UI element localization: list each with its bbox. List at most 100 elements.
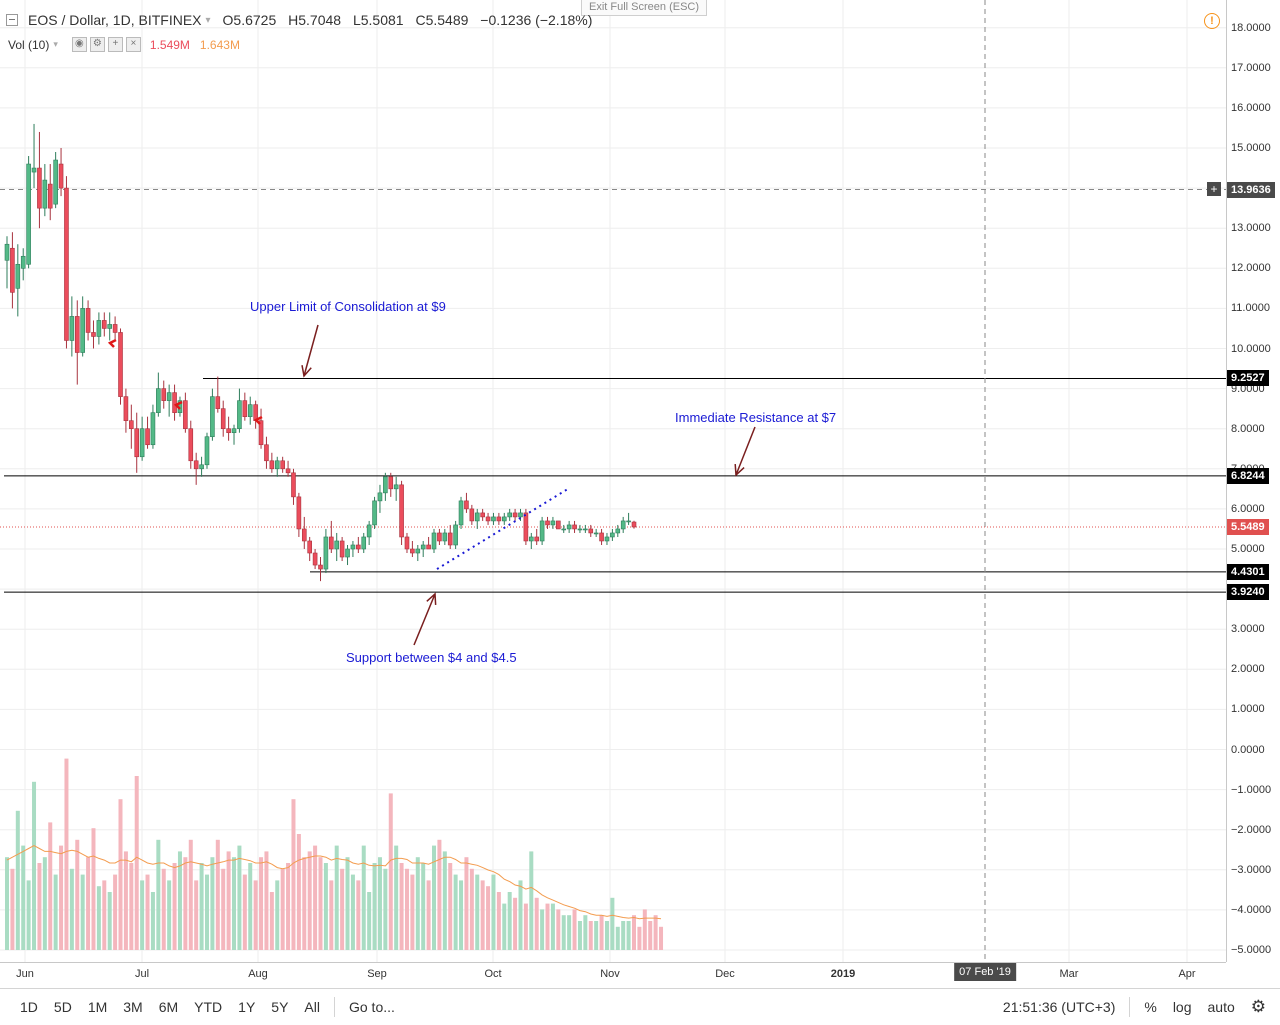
symbol-menu-icon[interactable]: ▾ bbox=[205, 14, 211, 26]
volume-bar bbox=[540, 909, 545, 950]
candle-body bbox=[264, 444, 269, 462]
volume-value-2: 1.643M bbox=[199, 37, 240, 52]
volume-bar bbox=[199, 863, 204, 950]
price-chart[interactable] bbox=[0, 0, 1226, 962]
volume-bar bbox=[491, 874, 496, 950]
candle-body bbox=[183, 400, 188, 430]
volume-bar bbox=[172, 863, 177, 950]
volume-bar bbox=[37, 863, 42, 950]
time-tick-label: Jun bbox=[16, 968, 34, 980]
candle-body bbox=[47, 183, 53, 209]
candle-body bbox=[280, 460, 285, 470]
volume-bar bbox=[594, 921, 599, 950]
candle-body bbox=[383, 476, 388, 494]
volume-bar bbox=[123, 851, 128, 950]
ohlc-values: O5.6725 H5.7048 L5.5081 C5.5489 −0.1236 … bbox=[223, 12, 601, 28]
volume-bar bbox=[642, 909, 647, 950]
candle-body bbox=[274, 460, 280, 470]
volume-bar bbox=[318, 857, 323, 950]
add-icon[interactable]: + bbox=[107, 37, 123, 52]
candle-body bbox=[356, 544, 361, 550]
volume-bar bbox=[59, 845, 64, 950]
volume-bar bbox=[534, 897, 539, 950]
range-button-ytd[interactable]: YTD bbox=[194, 999, 223, 1015]
volume-bar bbox=[653, 915, 658, 950]
volume-bar bbox=[518, 880, 523, 950]
candle-body bbox=[4, 243, 10, 261]
chart-area[interactable]: Exit Full Screen (ESC) EOS / Dollar, 1D,… bbox=[0, 0, 1226, 962]
volume-bar bbox=[242, 874, 247, 950]
candle-body bbox=[529, 536, 534, 542]
crosshair-price-tag: 13.9636 bbox=[1227, 181, 1275, 198]
range-button-1d[interactable]: 1D bbox=[20, 999, 38, 1015]
range-buttons: 1D 5D 1M 3M 6M YTD 1Y 5Y All bbox=[0, 999, 328, 1015]
candle-body bbox=[193, 460, 199, 470]
change-value: −0.1236 (−2.18%) bbox=[480, 12, 593, 28]
candle-body bbox=[372, 500, 377, 526]
candle-body bbox=[231, 428, 237, 434]
trend-line bbox=[436, 487, 569, 570]
eye-icon[interactable]: ◉ bbox=[71, 37, 87, 52]
volume-bar bbox=[210, 857, 215, 950]
price-tick-label: 6.0000 bbox=[1231, 502, 1265, 515]
open-value: O5.6725 bbox=[222, 12, 277, 28]
collapse-icon[interactable] bbox=[6, 14, 18, 26]
gear-icon[interactable]: ⚙ bbox=[1250, 997, 1266, 1016]
settings-small-icon[interactable]: ⚙ bbox=[89, 37, 105, 52]
range-button-6m[interactable]: 6M bbox=[158, 999, 179, 1015]
volume-bar bbox=[615, 926, 620, 950]
price-tick-label: 5.0000 bbox=[1231, 543, 1265, 555]
auto-toggle[interactable]: auto bbox=[1207, 999, 1235, 1015]
exit-fullscreen-button[interactable]: Exit Full Screen (ESC) bbox=[581, 0, 707, 16]
candle-body bbox=[150, 412, 156, 446]
time-tick-label: Aug bbox=[248, 968, 268, 980]
annotation-support: Support between $4 and $4.5 bbox=[346, 650, 517, 665]
candle-body bbox=[410, 548, 415, 554]
range-button-5y[interactable]: 5Y bbox=[271, 999, 289, 1015]
percent-toggle[interactable]: % bbox=[1144, 999, 1157, 1015]
range-button-5d[interactable]: 5D bbox=[53, 999, 72, 1015]
volume-bar bbox=[150, 892, 155, 950]
volume-bar bbox=[177, 851, 182, 950]
volume-legend: Vol (10) ▾ ◉ ⚙ + × 1.549M 1.643M bbox=[8, 37, 240, 52]
candle-body bbox=[31, 167, 37, 173]
range-button-3m[interactable]: 3M bbox=[123, 999, 143, 1015]
resistance-arrow-head bbox=[734, 463, 745, 477]
candle-body bbox=[80, 308, 85, 353]
range-button-all[interactable]: All bbox=[304, 999, 320, 1015]
candle-body bbox=[415, 548, 421, 554]
goto-button[interactable]: Go to... bbox=[348, 999, 395, 1015]
range-button-1y[interactable]: 1Y bbox=[238, 999, 256, 1015]
candle-body bbox=[339, 540, 345, 558]
candle-body bbox=[566, 524, 572, 530]
range-button-1m[interactable]: 1M bbox=[87, 999, 108, 1015]
time-axis[interactable]: Jun Jul Aug Sep Oct Nov Dec 2019 Mar Apr 07 Feb '1… bbox=[0, 962, 1226, 989]
volume-bar bbox=[388, 793, 393, 950]
volume-bar bbox=[280, 868, 285, 950]
crosshair-add-icon[interactable]: + bbox=[1207, 181, 1221, 196]
log-toggle[interactable]: log bbox=[1172, 999, 1192, 1015]
remove-icon[interactable]: × bbox=[125, 37, 141, 52]
candle-body bbox=[53, 159, 58, 205]
candle-body bbox=[118, 332, 123, 397]
price-axis[interactable]: 18.000017.000016.000015.000014.000013.00… bbox=[1207, 0, 1280, 962]
volume-bar bbox=[259, 857, 264, 950]
volume-bar bbox=[194, 880, 199, 950]
candle-body bbox=[453, 524, 458, 546]
alert-clock-icon[interactable]: ! bbox=[1204, 13, 1220, 29]
volume-bar bbox=[296, 834, 301, 950]
candle-body bbox=[296, 496, 302, 530]
volume-menu-icon[interactable]: ▾ bbox=[53, 39, 58, 49]
candle-body bbox=[247, 404, 253, 417]
volume-label[interactable]: Vol (10) bbox=[8, 37, 50, 52]
candle-body bbox=[334, 540, 340, 550]
clock-display[interactable]: 21:51:36 (UTC+3) bbox=[1002, 999, 1116, 1015]
symbol-title[interactable]: EOS / Dollar, 1D, BITFINEX bbox=[28, 12, 202, 28]
candle-body bbox=[134, 428, 140, 458]
candle-body bbox=[69, 316, 75, 341]
volume-bar bbox=[188, 839, 193, 950]
volume-bar bbox=[637, 926, 642, 950]
volume-bar bbox=[64, 758, 69, 950]
resistance-arrow bbox=[735, 426, 756, 476]
volume-bar bbox=[107, 892, 112, 950]
